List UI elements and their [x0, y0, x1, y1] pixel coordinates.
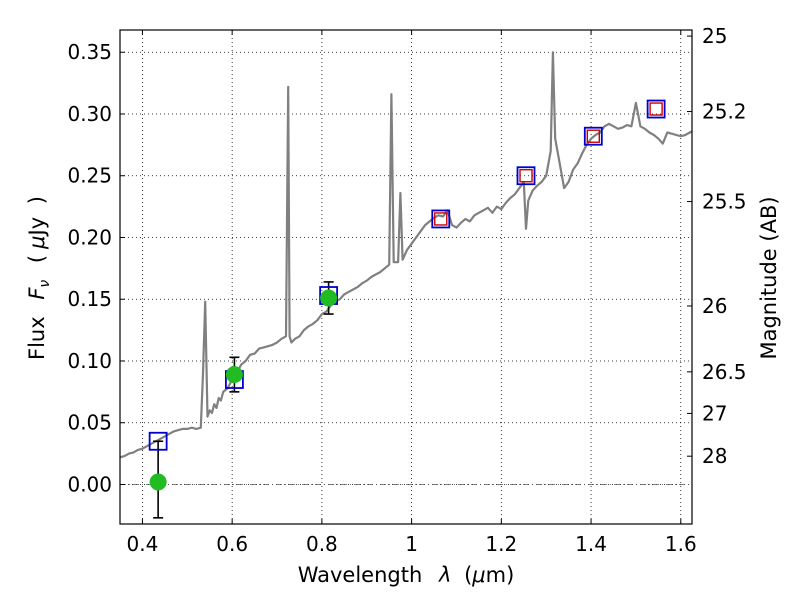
- y-tick-label: 0.00: [67, 472, 112, 496]
- x-axis-title-lambda: λ: [438, 563, 451, 587]
- observed-detection-circle: [320, 289, 338, 307]
- model-photometry-square: [148, 431, 168, 451]
- observed-detection-circle: [225, 366, 243, 384]
- plot-frame: [119, 29, 693, 525]
- y2-axis-title: Magnitude (AB): [757, 196, 781, 359]
- model-photometry-square: [431, 209, 451, 229]
- y-tick-label: 0.25: [67, 164, 112, 188]
- y-axis-title-nu: ν: [37, 280, 53, 288]
- y2-tick-label: 26.5: [702, 360, 747, 384]
- y-axis-title-word: Flux: [25, 316, 49, 360]
- observed-photometry-square: [586, 129, 601, 143]
- x-axis-title-unit: m): [486, 563, 515, 587]
- x-axis-title-mu: μ: [471, 563, 485, 587]
- x-axis-title: Wavelength λ (μm): [298, 563, 515, 587]
- y2-tick-labels: 25 25.2 25.5 26 26.5 27 28: [702, 24, 747, 468]
- x-tick-label: 1.4: [575, 532, 607, 556]
- y-axis-title-open: (: [25, 255, 49, 263]
- y-tick-label: 0.30: [67, 102, 112, 126]
- observed-photometry-square: [519, 169, 533, 183]
- model-photometry-square: [583, 126, 603, 146]
- y-tick-label: 0.35: [67, 40, 112, 64]
- y-tick-label: 0.05: [67, 411, 112, 435]
- y-axis-title: Flux Fν ( μJy ): [25, 196, 54, 360]
- series-layer: [120, 51, 692, 519]
- grid: [120, 30, 692, 524]
- observed-photometry-square: [434, 212, 448, 226]
- x-axis-title-open: (: [464, 563, 472, 587]
- y-tick-label: 0.15: [67, 287, 112, 311]
- x-tick-label: 1.6: [665, 532, 697, 556]
- observed-detection-circle: [149, 473, 167, 491]
- y-tick-labels: 0.00 0.05 0.10 0.15 0.20 0.25 0.30 0.35: [67, 40, 112, 496]
- y2-tick-label: 28: [702, 444, 727, 468]
- y-axis-title-f: F: [25, 287, 49, 300]
- x-axis-title-word: Wavelength: [298, 563, 423, 587]
- y-axis-title-unit: Jy: [25, 217, 49, 238]
- y2-tick-label: 25.5: [702, 190, 747, 214]
- x-tick-label: 1.2: [485, 532, 517, 556]
- y2-tick-label: 25: [702, 24, 727, 48]
- model-photometry-square: [646, 99, 666, 119]
- model-photometry-square: [516, 166, 536, 186]
- tick-marks: [120, 30, 692, 524]
- y-tick-label: 0.10: [67, 349, 112, 373]
- y2-tick-label: 26: [702, 294, 727, 318]
- y2-tick-label: 25.2: [702, 100, 747, 124]
- x-tick-label: 1: [405, 532, 418, 556]
- observed-photometry-square: [649, 102, 663, 116]
- y-tick-label: 0.20: [67, 225, 112, 249]
- x-tick-label: 0.6: [216, 532, 248, 556]
- x-tick-label: 0.4: [127, 532, 159, 556]
- spectrum-line: [120, 51, 692, 459]
- y-axis-title-close: ): [25, 196, 49, 204]
- x-tick-labels: 0.4 0.6 0.8 1 1.2 1.4 1.6: [127, 532, 697, 556]
- x-tick-label: 0.8: [306, 532, 338, 556]
- y2-tick-label: 27: [702, 401, 727, 425]
- y-axis-title-mu: μ: [25, 235, 49, 249]
